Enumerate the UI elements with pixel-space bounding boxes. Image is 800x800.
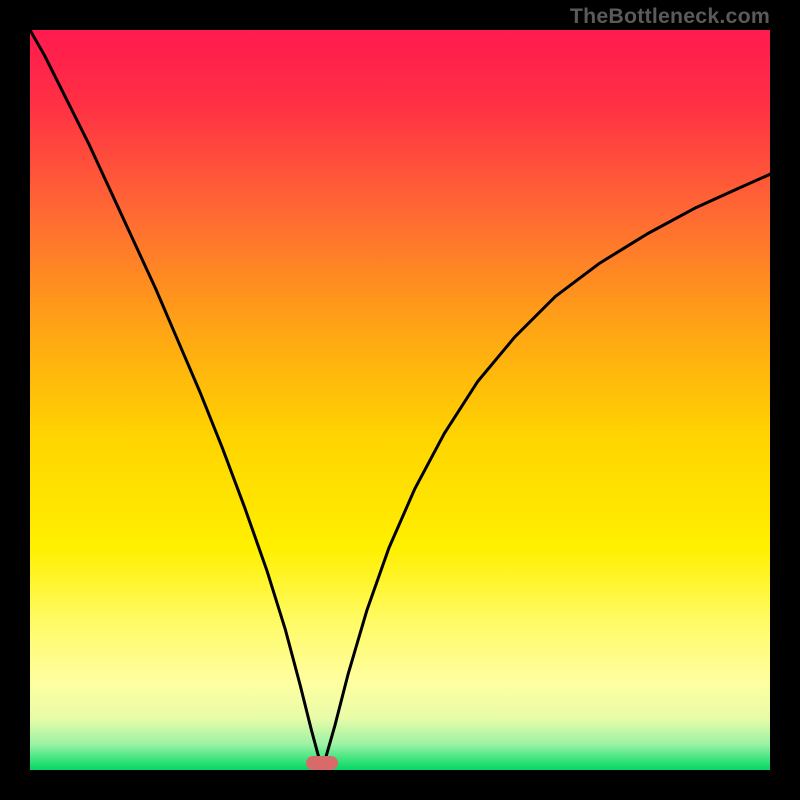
chart-frame: TheBottleneck.com xyxy=(0,0,800,800)
watermark-text: TheBottleneck.com xyxy=(570,4,770,29)
optimum-marker xyxy=(306,756,338,770)
bottleneck-curve xyxy=(30,30,770,770)
plot-area xyxy=(30,30,770,770)
